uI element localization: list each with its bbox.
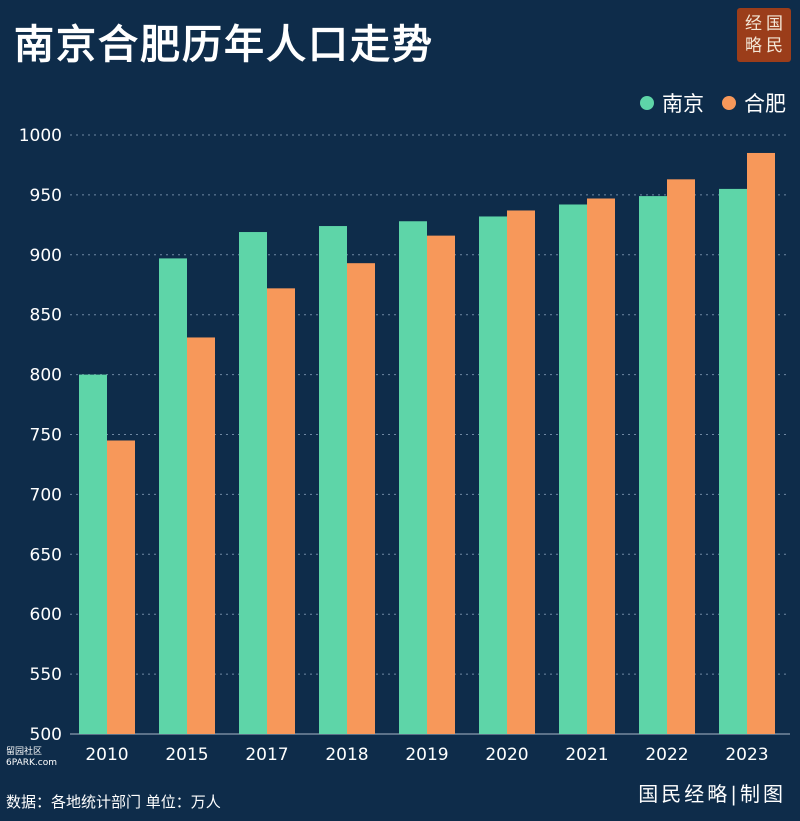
chart-legend: 南京 合肥 bbox=[640, 88, 786, 118]
x-tick-label: 2022 bbox=[645, 745, 688, 765]
y-tick-label: 950 bbox=[30, 186, 62, 206]
x-tick-label: 2018 bbox=[325, 745, 368, 765]
watermark: 留园社区 6PARK.com bbox=[6, 747, 57, 769]
bar-hefei bbox=[507, 210, 535, 734]
bar-hefei bbox=[667, 179, 695, 735]
bar-hefei bbox=[747, 152, 775, 735]
logo-char: 略 bbox=[745, 36, 762, 56]
x-tick-label: 2010 bbox=[85, 745, 128, 765]
legend-swatch-icon bbox=[640, 96, 654, 110]
bar-hefei bbox=[107, 440, 135, 734]
watermark-line: 6PARK.com bbox=[6, 758, 57, 768]
x-tick-label: 2023 bbox=[725, 745, 768, 765]
bar-nanjing bbox=[639, 196, 667, 734]
y-tick-label: 800 bbox=[30, 366, 62, 386]
bar-hefei bbox=[587, 198, 615, 734]
x-tick-label: 2019 bbox=[405, 745, 448, 765]
bar-nanjing bbox=[479, 216, 507, 735]
y-tick-label: 850 bbox=[30, 306, 62, 326]
legend-item-hefei: 合肥 bbox=[722, 88, 786, 118]
watermark-line: 留园社区 bbox=[6, 747, 43, 757]
bar-hefei bbox=[427, 235, 455, 734]
bar-nanjing bbox=[159, 258, 187, 734]
legend-label: 合肥 bbox=[744, 92, 786, 116]
data-source-note: 数据：各地统计部门 单位：万人 bbox=[6, 793, 221, 811]
bar-hefei bbox=[347, 263, 375, 734]
y-tick-label: 1000 bbox=[19, 126, 62, 146]
legend-label: 南京 bbox=[662, 92, 704, 116]
bar-hefei bbox=[267, 288, 295, 734]
bar-nanjing bbox=[239, 232, 267, 734]
y-tick-label: 650 bbox=[30, 545, 62, 565]
y-tick-label: 750 bbox=[30, 426, 62, 446]
bar-nanjing bbox=[399, 221, 427, 735]
bar-hefei bbox=[187, 337, 215, 734]
x-tick-label: 2017 bbox=[245, 745, 288, 765]
y-tick-label: 600 bbox=[30, 605, 62, 625]
logo-char: 国 bbox=[766, 14, 783, 34]
bar-nanjing bbox=[319, 226, 347, 734]
brand-logo: 经 国 略 民 bbox=[737, 8, 791, 62]
legend-swatch-icon bbox=[722, 96, 736, 110]
credit-text: 国民经略|制图 bbox=[638, 782, 786, 806]
logo-char: 民 bbox=[766, 36, 783, 56]
legend-item-nanjing: 南京 bbox=[640, 88, 704, 118]
y-tick-label: 700 bbox=[30, 485, 62, 505]
x-tick-label: 2015 bbox=[165, 745, 208, 765]
chart-title: 南京合肥历年人口走势 bbox=[14, 22, 434, 68]
x-tick-label: 2020 bbox=[485, 745, 528, 765]
bar-nanjing bbox=[559, 204, 587, 734]
y-tick-label: 500 bbox=[30, 725, 62, 745]
y-tick-label: 900 bbox=[30, 246, 62, 266]
bar-nanjing bbox=[79, 374, 107, 734]
bar-nanjing bbox=[719, 188, 747, 734]
logo-char: 经 bbox=[745, 14, 762, 34]
x-tick-label: 2021 bbox=[565, 745, 608, 765]
y-tick-label: 550 bbox=[30, 665, 62, 685]
